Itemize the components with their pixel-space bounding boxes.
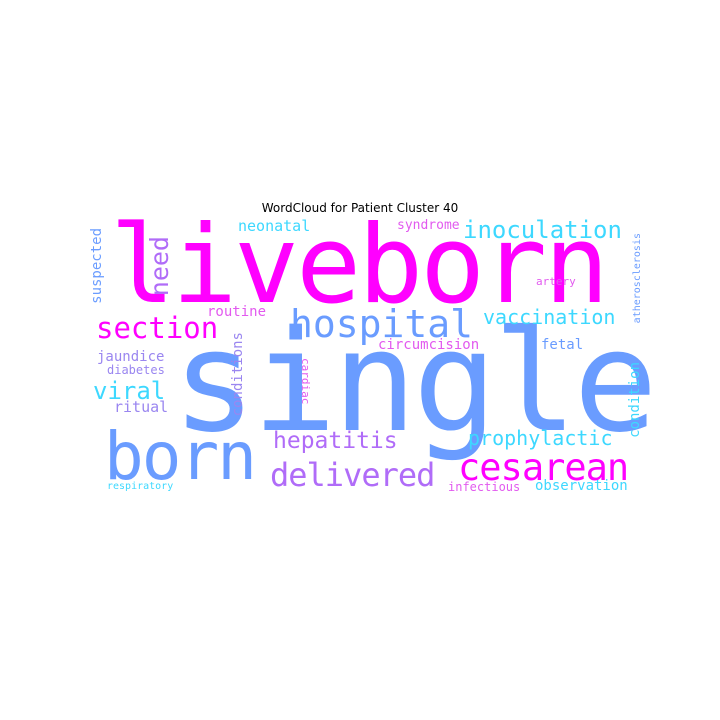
word-fetal: fetal <box>541 337 584 353</box>
word-hospital: hospital <box>290 302 474 346</box>
word-cardiac: cardiac <box>299 358 312 405</box>
word-routine: routine <box>207 304 267 320</box>
word-cesarean: cesarean <box>458 446 629 489</box>
word-infectious: infectious <box>448 480 521 494</box>
word-section: section <box>96 311 219 345</box>
word-artery: artery <box>536 275 576 288</box>
word-respiratory: respiratory <box>107 481 174 492</box>
word-single: single <box>172 301 658 464</box>
word-jaundice: jaundice <box>97 349 165 365</box>
word-diabetes: diabetes <box>107 363 165 377</box>
word-hepatitis: hepatitis <box>273 428 398 454</box>
word-observation: observation <box>535 478 628 494</box>
word-born: born <box>104 418 257 495</box>
word-need: need <box>145 236 174 297</box>
word-inoculation: inoculation <box>463 216 622 244</box>
word-viral: viral <box>93 377 166 405</box>
word-circumcision: circumcision <box>378 337 480 353</box>
word-syndrome: syndrome <box>397 218 460 233</box>
word-liveborn: liveborn <box>110 203 609 328</box>
word-condition: condition <box>627 362 643 438</box>
word-suspected: suspected <box>89 228 105 304</box>
word-atherosclerosis: atherosclerosis <box>632 233 643 324</box>
word-ritual: ritual <box>114 398 169 416</box>
word-prophylactic: prophylactic <box>468 426 613 450</box>
word-neonatal: neonatal <box>238 217 311 235</box>
chart-title: WordCloud for Patient Cluster 40 <box>261 201 459 215</box>
word-vaccination: vaccination <box>483 305 616 329</box>
word-delivered: delivered <box>270 456 435 494</box>
word-conditions: conditions <box>230 332 246 417</box>
